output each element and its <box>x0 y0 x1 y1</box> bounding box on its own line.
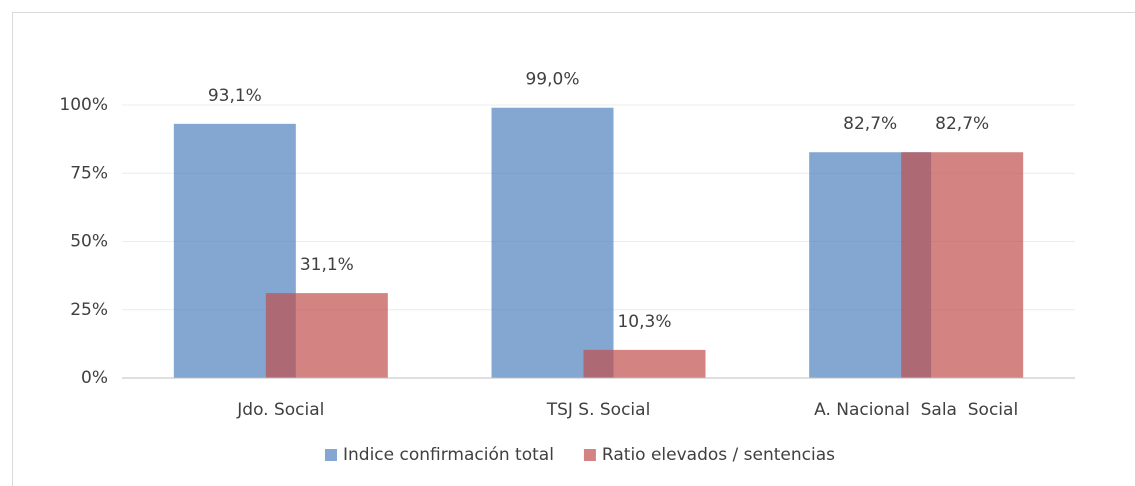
data-label: 99,0% <box>525 70 579 90</box>
data-label: 31,1% <box>300 255 354 275</box>
data-label: 82,7% <box>935 114 989 134</box>
legend-label: Ratio elevados / sentencias <box>602 445 835 465</box>
data-label: 82,7% <box>843 114 897 134</box>
data-label: 93,1% <box>208 86 262 106</box>
y-tick-label: 0% <box>81 368 108 388</box>
legend-swatch <box>583 449 596 461</box>
x-tick-label: TSJ S. Social <box>546 400 651 420</box>
legend-swatch <box>324 449 337 461</box>
data-label: 10,3% <box>617 312 671 332</box>
bar <box>265 293 388 378</box>
x-tick-label: A. Nacional Sala Social <box>814 400 1018 420</box>
bar <box>491 107 614 378</box>
bar <box>901 152 1024 378</box>
x-tick-label: Jdo. Social <box>236 400 324 420</box>
y-tick-label: 100% <box>59 95 108 115</box>
legend-label: Indice confirmación total <box>343 445 554 465</box>
bar <box>583 349 706 378</box>
y-tick-label: 75% <box>70 163 108 183</box>
y-tick-label: 50% <box>70 232 108 252</box>
y-tick-label: 25% <box>70 300 108 320</box>
